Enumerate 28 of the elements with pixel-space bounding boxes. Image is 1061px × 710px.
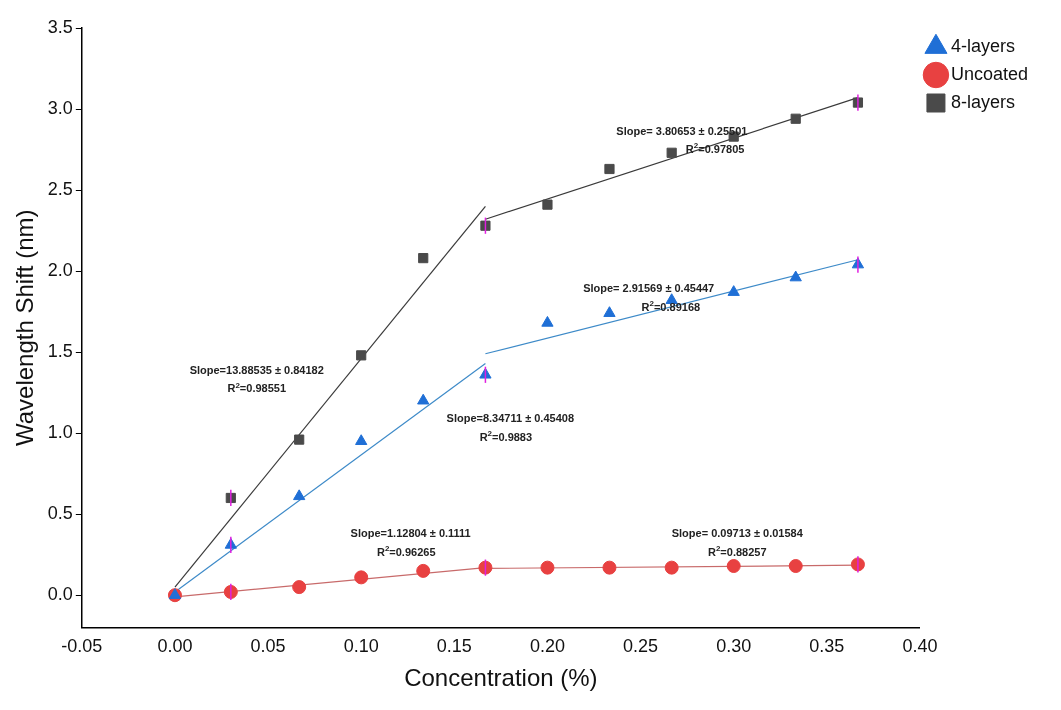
x-tick-label: 0.30 bbox=[716, 636, 752, 657]
x-tick-label: 0.20 bbox=[529, 636, 565, 657]
y-tick-label: 3.0 bbox=[47, 98, 73, 118]
x-tick-label: 0.25 bbox=[623, 636, 659, 657]
x-tick-label: 0.05 bbox=[250, 636, 286, 657]
legend-label: 8-layers bbox=[950, 91, 1015, 112]
y-tick-label: 1.0 bbox=[47, 422, 73, 443]
x-tick-label: 0.15 bbox=[436, 636, 472, 657]
x-tick-label: 0.35 bbox=[809, 636, 845, 657]
y-tick-label: 2.5 bbox=[47, 179, 73, 200]
annotation: Slope=8.34711 ± 0.45408 bbox=[446, 412, 575, 425]
x-tick-label: -0.05 bbox=[61, 636, 103, 657]
legend-label: 4-layers bbox=[950, 35, 1015, 56]
annotation: Slope= 0.09713 ± 0.01584 bbox=[671, 527, 804, 540]
y-tick-label: 1.5 bbox=[47, 341, 73, 362]
y-tick-label: 2.0 bbox=[47, 260, 73, 281]
x-axis-title: Concentration (%) bbox=[404, 664, 598, 692]
x-tick-label: 0.10 bbox=[343, 636, 379, 657]
y-tick-label: 0.5 bbox=[47, 503, 73, 524]
y-axis-title: Wavelength Shift (nm) bbox=[11, 209, 39, 447]
legend-label: Uncoated bbox=[950, 63, 1029, 84]
y-tick-label: 0.0 bbox=[47, 584, 73, 605]
x-tick-label: 0.00 bbox=[157, 636, 193, 657]
annotation: Slope= 2.91569 ± 0.45447 bbox=[583, 282, 715, 295]
annotation: Slope=13.88535 ± 0.84182 bbox=[189, 363, 324, 376]
x-tick-label: 0.40 bbox=[902, 636, 938, 657]
annotation: Slope=1.12804 ± 0.1111 bbox=[350, 527, 471, 540]
y-tick-label: 3.5 bbox=[47, 16, 73, 37]
